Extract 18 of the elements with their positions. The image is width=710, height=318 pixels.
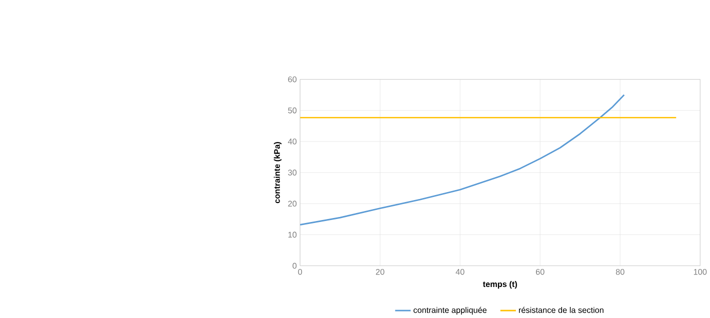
y-axis-title: contrainte (kPa) [274,142,282,204]
x-tick-label: 60 [536,269,544,275]
line-series [300,94,625,226]
y-tick-label: 20 [288,200,297,207]
legend-label: contrainte appliquée [414,306,487,315]
y-tick-label: 0 [292,262,297,269]
y-tick-label: 30 [288,170,297,176]
y-tick-label: 50 [288,108,297,114]
x-tick-label: 0 [298,269,302,275]
x-axis-title: temps (t) [482,281,517,289]
y-tick-label: 10 [288,232,297,238]
x-tick-label: 80 [616,269,624,275]
x-tick-label: 100 [694,269,707,275]
y-tick-label: 40 [288,138,297,144]
y-tick-label: 60 [288,76,297,82]
legend-label: résistance de la section [518,306,604,314]
x-tick-label: 40 [456,269,464,275]
x-tick-label: 20 [376,269,384,275]
